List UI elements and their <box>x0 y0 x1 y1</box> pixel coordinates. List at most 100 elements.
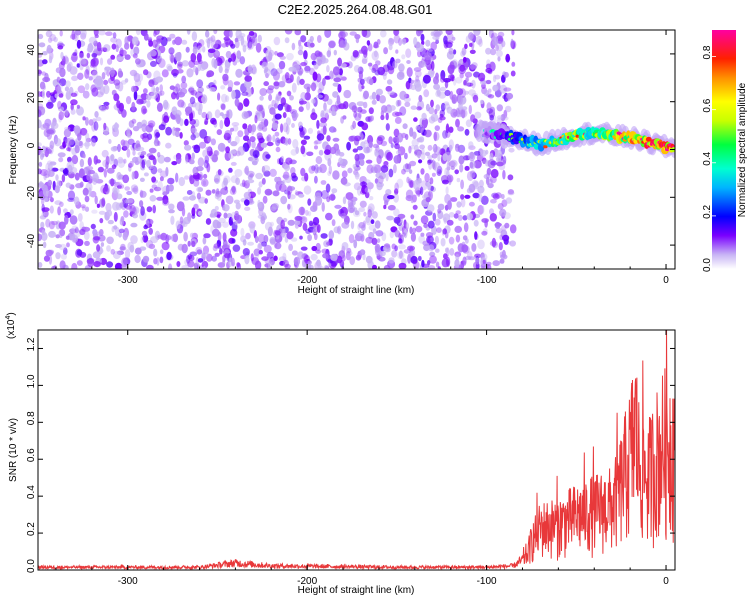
noise-blob <box>230 161 237 166</box>
noise-blob <box>317 88 323 95</box>
noise-blob <box>165 126 173 136</box>
noise-blob <box>192 166 199 176</box>
noise-blob <box>127 138 135 145</box>
noise-blob <box>162 185 169 195</box>
noise-blob <box>122 140 130 150</box>
noise-blob <box>273 255 278 262</box>
noise-blob <box>261 118 269 127</box>
noise-blob <box>374 243 381 253</box>
noise-blob <box>224 130 233 137</box>
noise-blob <box>38 109 42 118</box>
noise-blob <box>349 256 356 266</box>
noise-blob <box>155 38 163 43</box>
noise-blob <box>105 202 112 212</box>
noise-blob <box>460 197 466 208</box>
noise-blob <box>171 233 178 242</box>
noise-blob <box>215 50 221 56</box>
noise-blob <box>267 62 275 72</box>
noise-blob <box>237 130 244 138</box>
noise-blob <box>117 143 121 153</box>
noise-blob <box>273 81 280 87</box>
noise-blob <box>100 242 105 247</box>
noise-blob <box>120 243 126 251</box>
noise-blob <box>297 251 304 260</box>
noise-blob <box>259 88 268 96</box>
noise-blob <box>437 203 445 211</box>
noise-blob <box>445 123 450 134</box>
noise-blob <box>424 52 432 61</box>
noise-blob <box>355 254 362 261</box>
noise-blob <box>491 32 498 38</box>
y-tick-label: -40 <box>26 233 37 248</box>
noise-blob <box>216 221 222 229</box>
noise-blob <box>275 234 280 240</box>
noise-blob <box>211 255 217 262</box>
noise-blob <box>282 259 289 268</box>
noise-blob <box>365 159 373 164</box>
noise-blob <box>90 69 98 76</box>
noise-blob <box>470 114 476 123</box>
noise-blob <box>92 57 99 67</box>
noise-blob <box>336 255 343 264</box>
noise-blob <box>90 223 96 230</box>
noise-blob <box>177 69 184 74</box>
noise-blob <box>99 47 107 52</box>
noise-blob <box>280 123 284 133</box>
noise-blob <box>169 33 176 39</box>
noise-blob <box>244 199 250 206</box>
noise-blob <box>254 235 259 244</box>
noise-blob <box>361 184 368 194</box>
noise-blob <box>374 178 379 184</box>
noise-blob <box>73 125 81 134</box>
noise-blob <box>404 101 411 108</box>
noise-blob <box>137 146 145 152</box>
noise-blob <box>267 85 275 91</box>
noise-blob <box>265 72 269 79</box>
noise-blob <box>140 236 145 244</box>
noise-blob <box>38 233 43 242</box>
noise-blob <box>405 222 410 230</box>
noise-blob <box>375 145 380 154</box>
noise-blob <box>454 169 460 175</box>
noise-blob <box>280 219 286 230</box>
noise-blob <box>162 195 169 205</box>
noise-blob <box>172 72 178 78</box>
noise-blob <box>444 89 451 97</box>
noise-blob <box>365 116 371 122</box>
noise-blob <box>184 118 189 126</box>
noise-blob <box>299 235 303 240</box>
noise-blob <box>494 222 502 227</box>
noise-blob <box>141 159 146 169</box>
noise-blob <box>422 117 429 127</box>
noise-blob <box>272 122 278 130</box>
noise-blob <box>306 86 311 94</box>
noise-blob <box>503 87 512 92</box>
noise-blob <box>244 79 252 89</box>
noise-blob <box>444 194 451 204</box>
x-tick-label: 0 <box>663 275 669 286</box>
noise-blob <box>369 257 374 265</box>
noise-blob <box>314 164 319 174</box>
noise-blob <box>129 160 134 168</box>
noise-blob <box>225 195 234 205</box>
noise-blob <box>47 179 53 186</box>
noise-blob <box>260 216 266 225</box>
noise-blob <box>406 176 410 184</box>
noise-blob <box>244 206 251 211</box>
noise-blob <box>77 72 84 81</box>
noise-blob <box>108 77 116 84</box>
noise-blob <box>58 221 66 230</box>
noise-blob <box>497 56 501 62</box>
noise-blob <box>274 230 281 236</box>
noise-blob <box>459 72 464 79</box>
noise-blob <box>223 175 231 184</box>
noise-blob <box>277 94 281 100</box>
noise-blob <box>206 38 211 49</box>
noise-blob <box>174 36 183 46</box>
noise-blob <box>149 164 154 170</box>
noise-blob <box>440 237 446 247</box>
noise-blob <box>280 97 286 106</box>
noise-blob <box>189 232 195 239</box>
noise-blob <box>505 56 511 62</box>
y-tick-label: 40 <box>26 44 37 56</box>
